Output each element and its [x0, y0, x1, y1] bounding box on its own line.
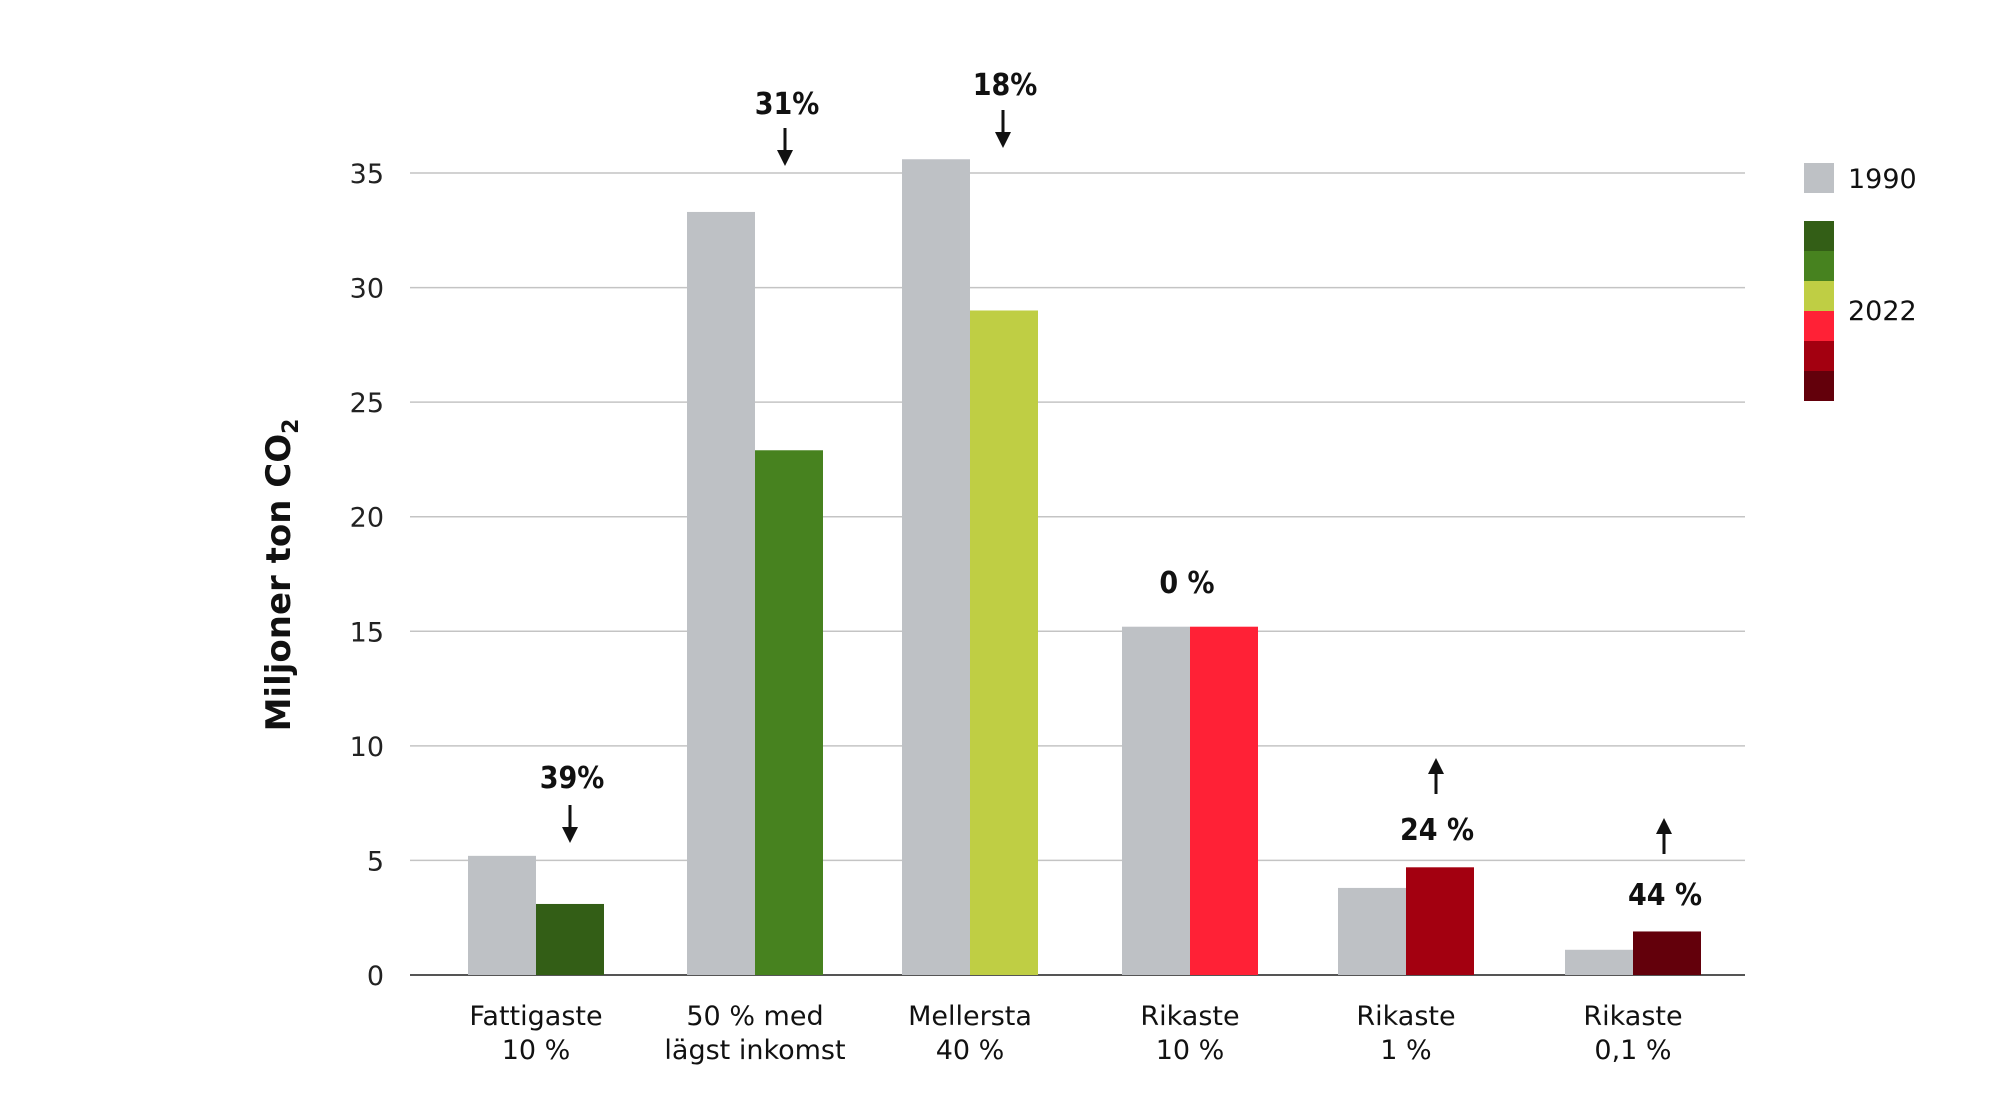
- legend-label-1990: 1990: [1848, 164, 1917, 195]
- legend-swatch-2022: [1804, 281, 1834, 311]
- bar-2022: [970, 310, 1038, 975]
- bar-1990: [902, 159, 970, 975]
- y-axis-label: Miljoner ton CO2: [259, 419, 304, 732]
- bar-2022: [1406, 867, 1474, 975]
- legend-swatch-2022: [1804, 221, 1834, 251]
- category-label: 10 %: [502, 1035, 571, 1066]
- category-label: Mellersta: [908, 1001, 1032, 1032]
- bar-1990: [1565, 949, 1633, 975]
- legend-swatch-2022: [1804, 341, 1834, 371]
- legend-swatch-2022: [1804, 251, 1834, 281]
- y-tick-label: 30: [350, 274, 384, 305]
- legend-swatch-1990: [1804, 163, 1834, 193]
- change-percent-label: 44 %: [1628, 878, 1702, 913]
- y-tick-label: 20: [350, 503, 384, 534]
- change-percent-label: 0 %: [1159, 566, 1214, 601]
- bar-2022: [1190, 626, 1258, 975]
- category-label: Rikaste: [1140, 1001, 1239, 1032]
- change-percent-label: 24 %: [1400, 813, 1474, 848]
- category-label: 0,1 %: [1594, 1035, 1671, 1066]
- change-percent-label: 18%: [973, 68, 1038, 103]
- bar-2022: [1633, 931, 1701, 975]
- category-label: 1 %: [1380, 1035, 1431, 1066]
- y-tick-label: 35: [350, 159, 384, 190]
- bar-1990: [1122, 626, 1190, 975]
- category-label: Rikaste: [1356, 1001, 1455, 1032]
- change-percent-label: 31%: [755, 87, 820, 122]
- category-label: Rikaste: [1583, 1001, 1682, 1032]
- y-tick-label: 25: [350, 388, 384, 419]
- arrow-up-icon: [1656, 818, 1672, 834]
- arrow-down-icon: [562, 827, 578, 843]
- category-label: 10 %: [1156, 1035, 1225, 1066]
- bar-1990: [468, 855, 536, 975]
- legend-swatch-2022: [1804, 371, 1834, 401]
- bar-1990: [1338, 887, 1406, 975]
- bar-2022: [755, 450, 823, 976]
- change-percent-label: 39%: [540, 761, 605, 796]
- bar-1990: [687, 211, 755, 975]
- arrow-down-icon: [995, 132, 1011, 148]
- bar-2022: [536, 903, 604, 975]
- arrow-down-icon: [777, 150, 793, 166]
- category-label: 50 % med: [686, 1001, 823, 1032]
- category-label: Fattigaste: [469, 1001, 602, 1032]
- y-tick-label: 5: [367, 846, 384, 877]
- category-label: 40 %: [936, 1035, 1005, 1066]
- y-tick-label: 15: [350, 617, 384, 648]
- category-label: lägst inkomst: [664, 1035, 845, 1066]
- y-tick-label: 0: [367, 961, 384, 992]
- y-tick-label: 10: [350, 732, 384, 763]
- arrow-up-icon: [1428, 758, 1444, 774]
- legend-label-2022: 2022: [1848, 296, 1917, 327]
- legend-swatch-2022: [1804, 311, 1834, 341]
